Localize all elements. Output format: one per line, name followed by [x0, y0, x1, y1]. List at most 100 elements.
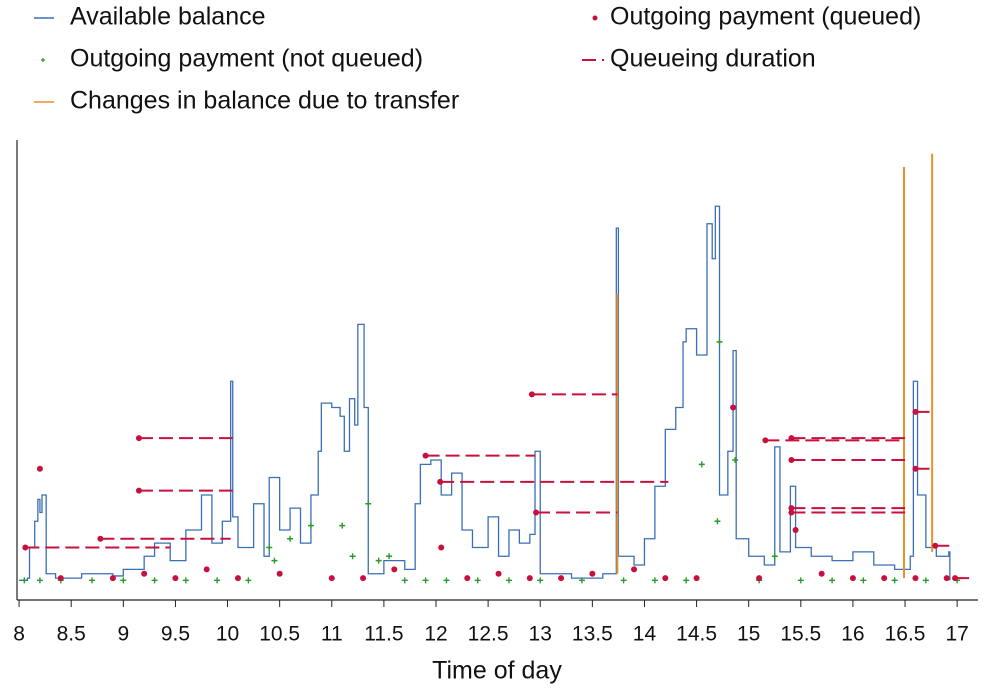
x-tick-label: 16.5 [885, 623, 926, 646]
payment-queued [57, 575, 64, 582]
payment-queued [693, 575, 700, 582]
payment-queued [589, 570, 596, 577]
payment-not-queued [797, 577, 804, 584]
x-tick-label: 14.5 [676, 623, 717, 646]
payment-not-queued [401, 577, 408, 584]
payment-not-queued [266, 544, 273, 551]
x-tick-label: 12 [424, 623, 447, 646]
payment-not-queued [732, 457, 739, 463]
payment-not-queued [307, 522, 314, 529]
payment-queued [730, 404, 737, 411]
payment-not-queued [422, 577, 429, 584]
payment-queued [631, 566, 638, 573]
payment-not-queued [683, 577, 690, 584]
queue-start [912, 408, 919, 415]
payment-queued [234, 575, 241, 582]
payment-queued [438, 544, 445, 551]
legend-label: Changes in balance due to transfer [70, 87, 459, 115]
payment-queued [109, 575, 116, 582]
payment-queued [756, 575, 763, 582]
payment-not-queued [89, 577, 96, 584]
queue-start [912, 465, 919, 472]
x-tick-label: 13.5 [572, 623, 613, 646]
payment-not-queued [620, 577, 627, 584]
payment-queued [849, 575, 856, 582]
x-tick-label: 15 [737, 623, 760, 646]
payment-queued [36, 465, 43, 472]
queue-start [422, 452, 429, 459]
x-tick-label: 11.5 [364, 623, 403, 646]
payment-queued [203, 566, 210, 573]
payment-queued [792, 527, 799, 533]
payment-not-queued [891, 577, 898, 584]
payment-queued [912, 575, 919, 582]
payment-not-queued [386, 553, 393, 560]
payment-not-queued [829, 577, 836, 584]
payment-queued [391, 566, 398, 573]
payment-queued [495, 570, 502, 577]
payment-not-queued [375, 557, 382, 564]
legend-label: Queueing duration [610, 45, 816, 73]
queue-start [952, 575, 959, 582]
payment-not-queued [214, 577, 221, 584]
legend-swatch [592, 15, 598, 21]
queue-start [788, 457, 795, 463]
payment-queued [464, 575, 471, 582]
payment-not-queued [182, 577, 189, 584]
queue-start [788, 509, 795, 516]
queue-start [97, 535, 104, 542]
payment-not-queued [271, 557, 278, 564]
payment-queued [662, 575, 669, 582]
payment-queued [172, 575, 179, 582]
x-tick-label: 10.5 [259, 623, 300, 646]
payment-not-queued [349, 553, 356, 560]
payment-queued [943, 575, 950, 582]
payment-not-queued [287, 535, 294, 542]
queue-start [533, 509, 540, 516]
queue-start [135, 435, 142, 442]
legend-label: Outgoing payment (not queued) [70, 45, 423, 73]
queue-start [788, 505, 795, 512]
x-tick-label: 9.5 [161, 623, 190, 646]
payment-not-queued [339, 522, 346, 529]
payment-not-queued [443, 577, 450, 584]
x-tick-label: 12.5 [468, 623, 509, 646]
payment-queued [328, 575, 335, 582]
x-tick-label: 8 [13, 623, 25, 646]
payment-not-queued [651, 577, 658, 584]
x-tick-label: 13 [529, 623, 552, 646]
payment-queued [558, 575, 565, 582]
queue-start [788, 435, 795, 442]
queue-start [22, 544, 29, 551]
balance-line [19, 205, 951, 581]
payment-not-queued [537, 577, 544, 584]
payment-not-queued [505, 577, 512, 584]
x-tick-label: 15.5 [780, 623, 821, 646]
x-tick-label: 8.5 [57, 623, 86, 646]
payment-queued [360, 575, 367, 582]
payment-not-queued [151, 577, 158, 584]
payment-not-queued [771, 553, 778, 560]
payment-not-queued [578, 577, 585, 584]
queue-start [437, 478, 444, 485]
legend-swatch [41, 58, 45, 62]
x-tick-label: 10 [216, 623, 239, 646]
payment-queued [526, 575, 533, 582]
payment-not-queued [714, 518, 721, 525]
x-tick-label: 9 [117, 623, 129, 646]
payment-not-queued [21, 577, 28, 584]
payment-not-queued [474, 577, 481, 584]
payment-not-queued [860, 577, 867, 584]
payment-not-queued [716, 338, 723, 345]
x-tick-label: 17 [945, 623, 968, 646]
payment-not-queued [245, 577, 252, 584]
x-axis-label: Time of day [432, 657, 562, 685]
queue-start [932, 542, 939, 549]
x-tick-label: 14 [633, 623, 657, 646]
legend-label: Available balance [70, 3, 266, 31]
queue-start [135, 487, 142, 494]
queue-start [528, 391, 535, 398]
x-tick-label: 11 [321, 623, 343, 646]
x-tick-label: 16 [841, 623, 864, 646]
queue-start [762, 437, 769, 444]
